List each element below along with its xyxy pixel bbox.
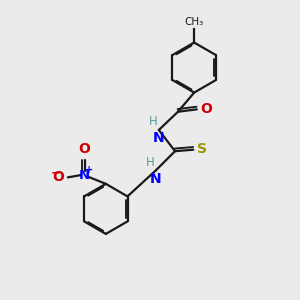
Text: CH₃: CH₃ bbox=[184, 17, 204, 27]
Text: O: O bbox=[52, 170, 64, 184]
Text: H: H bbox=[146, 156, 154, 169]
Text: −: − bbox=[51, 167, 61, 179]
Text: H: H bbox=[148, 115, 158, 128]
Text: N: N bbox=[79, 169, 90, 182]
Text: O: O bbox=[200, 102, 212, 116]
Text: N: N bbox=[150, 172, 162, 186]
Text: +: + bbox=[85, 165, 93, 175]
Text: O: O bbox=[79, 142, 91, 157]
Text: N: N bbox=[153, 131, 165, 146]
Text: S: S bbox=[196, 142, 206, 156]
